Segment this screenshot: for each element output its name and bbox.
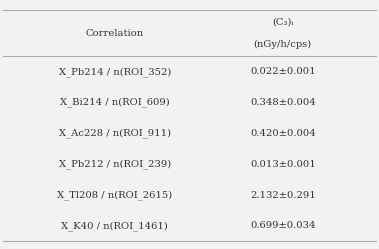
Text: (C₃)ᵢ: (C₃)ᵢ xyxy=(272,18,294,27)
Text: X_Bi214 / n(ROI_609): X_Bi214 / n(ROI_609) xyxy=(60,98,170,108)
Text: 0.699±0.034: 0.699±0.034 xyxy=(250,221,316,230)
Text: 0.348±0.004: 0.348±0.004 xyxy=(250,98,316,107)
Text: X_K40 / n(ROI_1461): X_K40 / n(ROI_1461) xyxy=(61,221,168,231)
Text: 0.022±0.001: 0.022±0.001 xyxy=(250,67,316,76)
Text: 0.420±0.004: 0.420±0.004 xyxy=(250,129,316,138)
Text: X_Pb212 / n(ROI_239): X_Pb212 / n(ROI_239) xyxy=(59,159,171,169)
Text: (nGy/h/cps): (nGy/h/cps) xyxy=(254,40,312,49)
Text: X_Pb214 / n(ROI_352): X_Pb214 / n(ROI_352) xyxy=(59,67,171,77)
Text: 0.013±0.001: 0.013±0.001 xyxy=(250,160,316,169)
Text: X_Ac228 / n(ROI_911): X_Ac228 / n(ROI_911) xyxy=(59,128,171,138)
Text: Correlation: Correlation xyxy=(86,29,144,38)
Text: X_Tl208 / n(ROI_2615): X_Tl208 / n(ROI_2615) xyxy=(57,190,172,200)
Text: 2.132±0.291: 2.132±0.291 xyxy=(250,190,316,200)
